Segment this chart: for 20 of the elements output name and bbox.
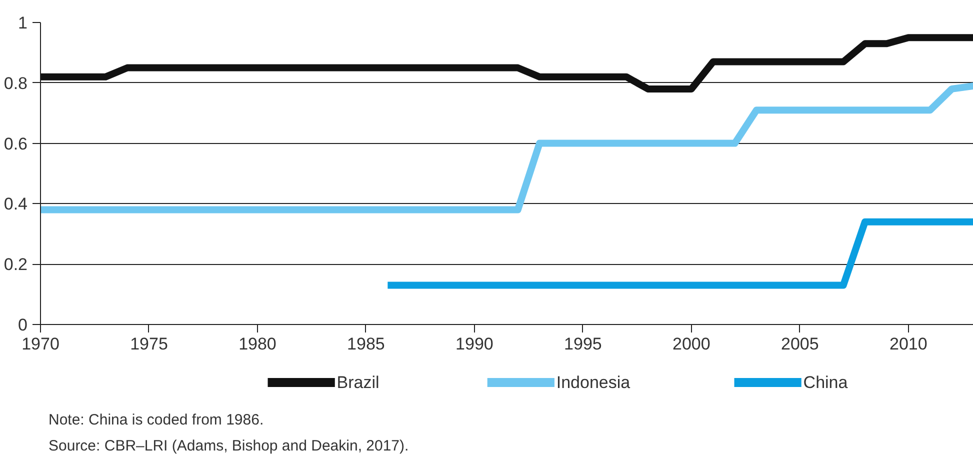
x-tick-label: 1975 [130, 334, 168, 354]
x-tick-label: 1990 [456, 334, 494, 354]
x-tick-label: 2010 [890, 334, 928, 354]
y-tick-label: 0.4 [4, 194, 28, 214]
x-tick-label: 1970 [22, 334, 60, 354]
x-tick-label: 1995 [564, 334, 602, 354]
x-tick-label: 1980 [238, 334, 276, 354]
legend-label: China [803, 373, 848, 392]
y-tick-label: 0.8 [4, 74, 28, 93]
y-tick-label: 0.2 [4, 255, 28, 274]
legend-label: Brazil [336, 373, 380, 392]
x-tick-label: 2000 [672, 334, 710, 354]
y-tick-label: 0 [18, 316, 28, 334]
source-note: Source: CBR–LRI (Adams, Bishop and Deakin, 2017). [48, 438, 409, 454]
y-tick-label: 0.6 [4, 134, 28, 154]
x-tick-label: 1985 [347, 334, 385, 354]
y-tick-label: 1 [18, 14, 28, 32]
text: Note: China is coded from 1986. [48, 412, 264, 428]
x-tick-label: 2005 [781, 334, 819, 354]
legend-label: Indonesia [556, 373, 631, 392]
